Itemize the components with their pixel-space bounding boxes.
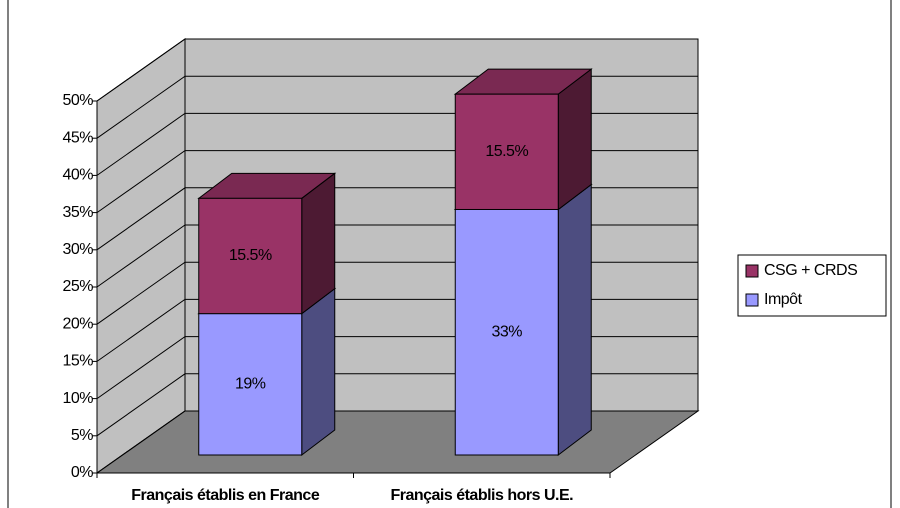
value-label: 19%: [235, 376, 266, 393]
y-tick-label: 50%: [62, 92, 93, 109]
value-label: 33%: [491, 323, 522, 340]
value-label: 15.5%: [485, 143, 528, 160]
bar: [197, 172, 337, 315]
bar: [453, 68, 593, 211]
y-tick-label: 15%: [62, 353, 93, 370]
legend: [737, 254, 887, 317]
y-tick-label: 40%: [62, 167, 93, 184]
bar: [453, 183, 593, 457]
floor: [95, 410, 700, 474]
bar-side: [557, 183, 592, 457]
legend-swatch: [745, 293, 759, 307]
legend-label: CSG + CRDS: [764, 262, 857, 279]
legend-label: Impôt: [764, 291, 803, 308]
y-tick-label: 0%: [71, 464, 93, 481]
grid-line: [96, 38, 698, 102]
y-tick-label: 35%: [62, 204, 93, 221]
y-tick-label: 20%: [62, 315, 93, 332]
y-tick-label: 45%: [62, 129, 93, 146]
y-tick-label: 25%: [62, 278, 93, 295]
x-tick-label: Français établis hors U.E.: [390, 487, 573, 504]
x-tick-label: Français établis en France: [131, 487, 320, 504]
value-label: 15.5%: [229, 247, 272, 264]
legend-swatch: [745, 264, 759, 278]
bar-front: [198, 313, 303, 456]
y-tick-label: 5%: [71, 427, 93, 444]
y-tick-label: 30%: [62, 241, 93, 258]
bar-front: [198, 197, 303, 315]
bar-side: [301, 287, 336, 457]
bar-front: [454, 93, 559, 210]
y-tick-label: 10%: [62, 390, 93, 407]
